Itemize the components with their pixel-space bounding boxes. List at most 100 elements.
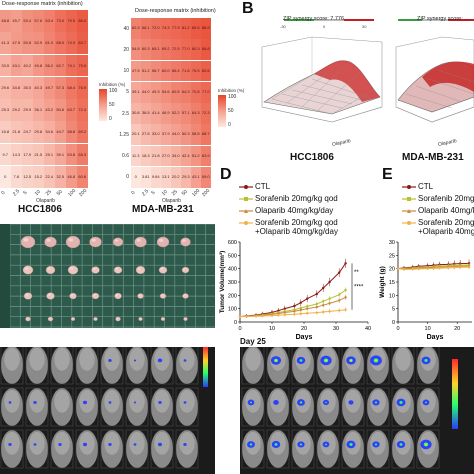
legend-e-markers <box>402 185 416 225</box>
heatmap-cell: 34.8 <box>11 76 22 99</box>
heatmap-cell: 47.5 <box>131 60 141 82</box>
heatmap-x-tick: 25 <box>170 188 179 198</box>
heatmap-cell: 49.7 <box>44 76 55 99</box>
heatmap-cell: 77.0 <box>181 39 191 60</box>
synergy-left-legend-low: -30 <box>280 24 286 29</box>
legend-e-sorafenib: Sorafenib 20mg/kg qod <box>418 194 474 203</box>
heatmap-cell: 40.3 <box>33 76 44 99</box>
data-point <box>245 315 248 318</box>
heatmap-left-legend-bar <box>99 89 107 121</box>
synergy-surface-right <box>395 19 474 123</box>
tumor-specimen <box>138 317 143 321</box>
tumor-specimen <box>93 317 98 321</box>
tumor-specimen <box>160 317 166 321</box>
heatmap-cell: 51.2 <box>141 60 151 82</box>
heatmap-cell: 16.8 <box>0 121 11 143</box>
bioluminescence-signal <box>183 359 187 362</box>
y-tick-label: 300 <box>228 280 237 286</box>
heatmap-cell: 66.4 <box>171 60 181 82</box>
heatmap-cell: 44.0 <box>171 124 181 145</box>
data-point <box>467 265 471 269</box>
bioluminescence-signal <box>8 401 12 404</box>
tumor-specimen <box>135 265 146 275</box>
heatmap-cell: 51.2 <box>191 145 201 167</box>
heatmap-x-tick: 2.5 <box>11 188 21 198</box>
heatmap-cell: 32.5 <box>55 165 66 188</box>
heatmap-cell: 70.8 <box>191 81 201 103</box>
tumor-specimen <box>65 235 81 249</box>
heatmap-cell: 86.8 <box>201 39 211 60</box>
panel-letter-e: E <box>382 166 393 183</box>
heatmap-right-x-ticks: 0 2.5 5 10 25 50 100 200 <box>130 188 211 198</box>
data-point <box>277 309 280 312</box>
heatmap-cell: 43.1 <box>11 54 22 77</box>
heatmap-right-legend-tick-mid: 50 <box>228 108 234 114</box>
bioluminescence-signal <box>83 400 87 405</box>
bioluminescence-signal <box>348 400 354 405</box>
tumor-specimen <box>134 236 147 248</box>
heatmap-cell: 81.2 <box>181 18 191 39</box>
x-tick-label: 10 <box>425 326 431 332</box>
heatmap-left-legend-tick-high: 100 <box>109 88 118 94</box>
tumor-specimen <box>44 236 57 248</box>
synergy-left-legend-mid: 0 <box>323 24 326 29</box>
y-tick-label: 0 <box>234 320 237 326</box>
heatmap-cell: 29.9 <box>22 99 33 121</box>
ivis-imaging-left <box>0 347 215 474</box>
heatmap-cell: 12.5 <box>22 165 33 188</box>
heatmap-left-cell-line: HCC1806 <box>18 204 62 215</box>
x-tick-label: 30 <box>333 326 339 332</box>
heatmap-y-tick: 5 <box>126 89 129 96</box>
tumor-specimen <box>67 265 79 275</box>
bioluminescence-signal <box>157 358 163 363</box>
heatmap-cell: 27.0 <box>161 145 171 167</box>
heatmap-cell: 24.7 <box>22 121 33 143</box>
data-point <box>299 301 302 304</box>
tumor-specimen <box>22 265 34 275</box>
data-point <box>254 315 258 318</box>
data-point <box>432 267 435 270</box>
heatmap-cell: 57.3 <box>55 76 66 99</box>
synergy-right-cell-line: MDA-MB-231 <box>402 152 464 163</box>
heatmap-cell: 27.5 <box>141 124 151 145</box>
heatmap-cell: 29.6 <box>0 76 11 99</box>
data-point <box>447 266 450 270</box>
y-tick-label: 600 <box>228 240 237 246</box>
heatmap-left-legend-title: Inhibition (%) <box>99 82 126 87</box>
y-tick-label: 200 <box>228 293 237 299</box>
tumor-specimen <box>91 292 100 300</box>
heatmap-left-xlabel: Olaparib <box>36 198 55 204</box>
data-point <box>306 312 309 315</box>
data-point <box>306 307 309 310</box>
y-axis-label: Weight (g) <box>379 266 386 298</box>
heatmap-cell: 61.0 <box>44 32 55 54</box>
heatmap-cell: 57.1 <box>181 103 191 124</box>
bioluminescence-signal <box>183 401 187 404</box>
significance-label: **** <box>354 285 364 291</box>
heatmap-cell: 59.0 <box>201 166 211 188</box>
synergy-left-legend-high: 30 <box>362 24 367 29</box>
data-point <box>328 297 331 300</box>
heatmap-cell: 14.3 <box>11 143 22 166</box>
tumor-specimen <box>180 237 191 247</box>
heatmap-x-tick: 0 <box>130 189 137 197</box>
data-point <box>299 308 302 312</box>
heatmap-cell: 54.8 <box>131 39 141 60</box>
data-point <box>322 304 325 307</box>
heatmap-cell: 58.8 <box>66 121 77 143</box>
heatmap-cell: 69.2 <box>161 39 171 60</box>
data-point <box>458 266 462 269</box>
heatmap-y-tick: 1.25 <box>119 131 129 138</box>
x-tick-label: 40 <box>365 326 371 332</box>
heatmap-cell: 57.6 <box>33 10 44 32</box>
heatmap-cell: 63.7 <box>66 99 77 121</box>
bioluminescence-signal <box>83 442 87 447</box>
heatmap-cell: 7.8 <box>11 165 22 188</box>
tumor-specimen <box>113 266 123 274</box>
data-point <box>238 315 242 318</box>
heatmap-cell: 79.5 <box>66 10 77 32</box>
heatmap-cell: 13.1 <box>161 166 171 188</box>
heatmap-x-tick: 100 <box>66 187 77 199</box>
heatmap-cell: 86.0 <box>77 10 88 32</box>
heatmap-cell: 33.5 <box>0 54 11 77</box>
